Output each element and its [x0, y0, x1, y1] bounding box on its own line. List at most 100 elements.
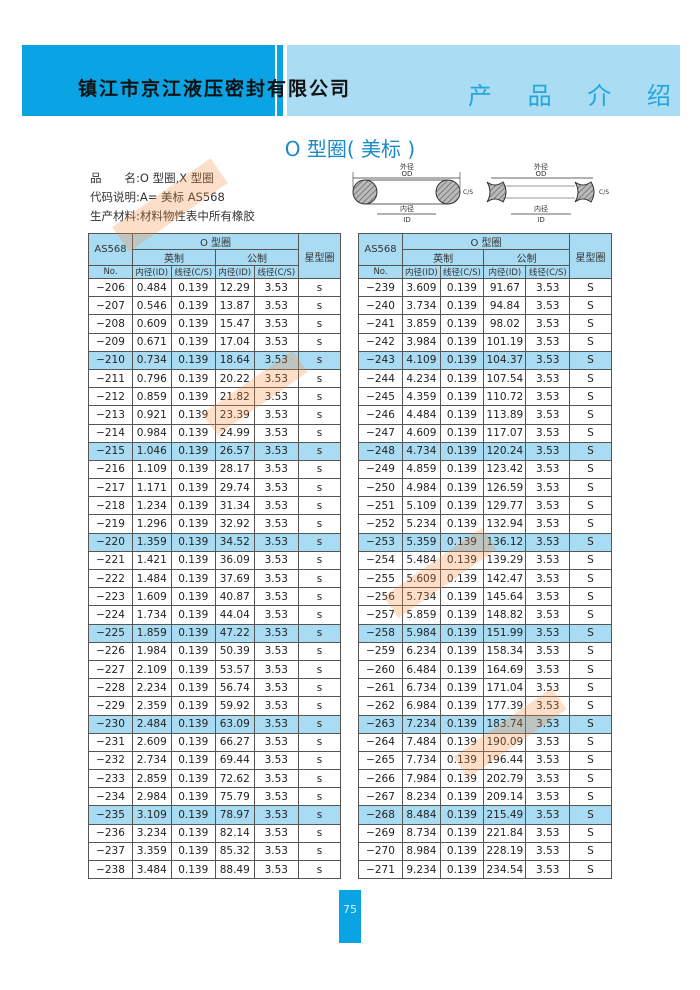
table-cell: −250 [358, 478, 403, 498]
table-cell: s [298, 550, 341, 571]
table-cell: S [569, 823, 612, 843]
table-cell: S [569, 532, 612, 552]
table-cell: 113.89 [483, 405, 527, 425]
table-cell: S [569, 859, 612, 880]
table-row: −256 5.734 0.139 145.64 3.53 S [358, 587, 612, 607]
table-cell: −206 [88, 277, 133, 298]
table-cell: −252 [358, 514, 403, 534]
table-cell: 0.139 [170, 678, 216, 698]
table-cell: 6.734 [402, 678, 441, 698]
table-cell: 40.87 [214, 587, 255, 607]
table-cell: 158.34 [483, 641, 527, 661]
col-no-header-2: No. [358, 265, 403, 279]
table-cell: 4.359 [402, 387, 441, 407]
table-cell: 2.734 [132, 750, 172, 771]
table-cell: 171.04 [483, 678, 527, 698]
table-cell: 98.02 [483, 314, 527, 334]
table-cell: 4.984 [402, 478, 441, 498]
table-cell: 3.53 [253, 750, 300, 771]
table-cell: −232 [88, 750, 133, 771]
metric-header: 公制 [483, 249, 570, 266]
imperial-id-header: 内径(ID) [402, 265, 441, 279]
star-ring-header: 星型圈 [298, 233, 341, 279]
table-cell: 3.53 [525, 714, 570, 734]
table-cell: 123.42 [483, 459, 527, 480]
table-row: −229 2.359 0.139 59.92 3.53 s [88, 696, 341, 716]
table-cell: 3.53 [253, 696, 300, 716]
table-cell: 0.139 [439, 387, 485, 407]
table-cell: −240 [358, 296, 403, 316]
table-cell: s [298, 423, 341, 443]
table-row: −221 1.421 0.139 36.09 3.53 s [88, 550, 341, 571]
table-cell: −211 [88, 368, 133, 389]
table-cell: −254 [358, 550, 403, 571]
table-cell: S [569, 678, 612, 698]
table-cell: −260 [358, 659, 403, 680]
table-cell: −228 [88, 678, 133, 698]
table-row: −266 7.984 0.139 202.79 3.53 S [358, 769, 612, 789]
table-cell: 3.53 [253, 568, 300, 589]
table-cell: 1.234 [132, 496, 172, 516]
table-cell: s [298, 623, 341, 643]
table-cell: 0.484 [132, 277, 172, 298]
table-cell: −224 [88, 605, 133, 625]
table-cell: 8.484 [402, 805, 441, 825]
metric-header: 公制 [214, 249, 300, 266]
table-cell: S [569, 478, 612, 498]
table-cell: 0.139 [439, 314, 485, 334]
table-cell: −212 [88, 387, 133, 407]
table-cell: 202.79 [483, 769, 527, 789]
table-cell: s [298, 841, 341, 862]
table-cell: −231 [88, 732, 133, 752]
product-name: 品 名:O 型圈,X 型圈 [90, 171, 214, 185]
table-cell: 18.64 [214, 350, 255, 370]
header-band-light [287, 45, 680, 116]
table-cell: 3.234 [132, 823, 172, 843]
table-cell: 13.87 [214, 296, 255, 316]
table-cell: 8.984 [402, 841, 441, 862]
table-row: −238 3.484 0.139 88.49 3.53 s [88, 859, 341, 880]
table-cell: 0.139 [170, 387, 216, 407]
table-cell: 3.53 [525, 732, 570, 752]
table-cell: 37.69 [214, 568, 255, 589]
table-cell: 0.139 [439, 568, 485, 589]
table-cell: 3.53 [253, 423, 300, 443]
table-cell: 0.796 [132, 368, 172, 389]
table-cell: −262 [358, 696, 403, 716]
table-cell: 129.77 [483, 496, 527, 516]
table-cell: 0.139 [170, 459, 216, 480]
table-cell: 0.139 [170, 587, 216, 607]
table-cell: 3.984 [402, 332, 441, 352]
table-row: −211 0.796 0.139 20.22 3.53 s [88, 368, 341, 389]
table-cell: S [569, 514, 612, 534]
table-cell: s [298, 332, 341, 352]
table-cell: S [569, 405, 612, 425]
od-label: OD [402, 170, 413, 178]
table-cell: 3.53 [525, 532, 570, 552]
table-cell: 3.53 [253, 859, 300, 880]
table-cell: S [569, 387, 612, 407]
table-cell: −225 [88, 623, 133, 643]
table-cell: 3.53 [525, 332, 570, 352]
table-cell: 0.139 [170, 659, 216, 680]
metric-cs-header: 线径(C/S) [253, 265, 300, 279]
table-cell: 7.734 [402, 750, 441, 771]
table-cell: 0.671 [132, 332, 172, 352]
metric-cs-header: 线径(C/S) [525, 265, 570, 279]
table-cell: −222 [88, 568, 133, 589]
table-cell: 75.79 [214, 787, 255, 807]
page-title: O 型圈( 美标 ) [284, 137, 416, 161]
table-cell: S [569, 568, 612, 589]
id-cn-label: 内径 [534, 204, 548, 213]
table-cell: −256 [358, 587, 403, 607]
table-cell: 0.139 [170, 314, 216, 334]
table-cell: 0.139 [439, 859, 485, 880]
table-cell: 139.29 [483, 550, 527, 571]
cs-label: C/S [599, 189, 609, 196]
table-cell: 0.139 [439, 841, 485, 862]
table-cell: 3.53 [525, 696, 570, 716]
table-row: −210 0.734 0.139 18.64 3.53 s [88, 350, 341, 370]
table-cell: 3.53 [253, 605, 300, 625]
table-cell: s [298, 659, 341, 680]
table-cell: 3.53 [525, 641, 570, 661]
